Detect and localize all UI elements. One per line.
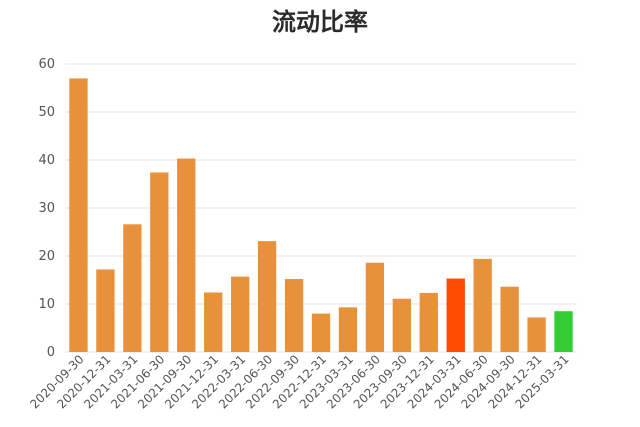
bar-2023-12-31	[419, 292, 438, 352]
bar-2022-03-31	[231, 276, 250, 352]
y-tick-label: 50	[38, 105, 55, 120]
y-tick-label: 0	[47, 345, 55, 360]
bar-2020-12-31	[96, 269, 115, 352]
bar-2022-12-31	[311, 313, 331, 352]
bar-2022-09-30	[284, 279, 304, 352]
y-tick-label: 30	[38, 201, 55, 216]
bar-2021-06-30	[150, 172, 169, 352]
bar-2023-06-30	[365, 262, 385, 352]
bar-2024-12-31	[527, 317, 546, 352]
bar-2024-03-31	[446, 278, 465, 352]
bar-2024-06-30	[473, 258, 492, 352]
bar-2023-09-30	[392, 298, 411, 352]
bar-2025-03-31	[554, 311, 573, 352]
chart-title: 流动比率	[272, 8, 368, 36]
bar-2021-09-30	[177, 158, 196, 352]
bar-2021-12-31	[204, 292, 223, 352]
y-tick-label: 40	[38, 153, 55, 168]
y-tick-label: 10	[38, 297, 55, 312]
bar-2020-09-30	[69, 78, 88, 353]
bar-2023-03-31	[338, 307, 358, 352]
y-tick-label: 60	[38, 57, 55, 72]
bar-2022-06-30	[257, 241, 277, 352]
y-tick-label: 20	[38, 249, 55, 264]
bar-2021-03-31	[123, 224, 142, 352]
bar-2024-09-30	[500, 286, 519, 352]
